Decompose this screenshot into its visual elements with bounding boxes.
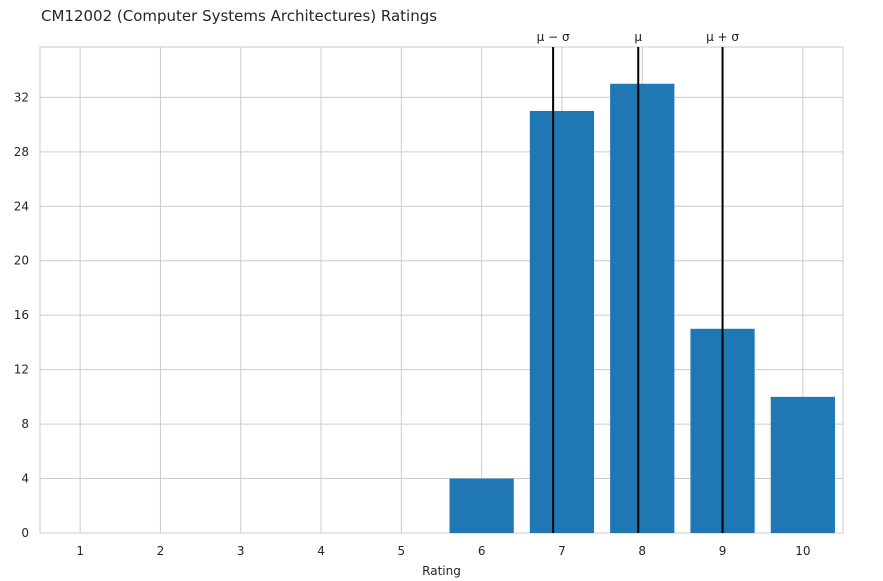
x-tick-label: 7 [558, 544, 566, 558]
x-tick-label: 10 [795, 544, 810, 558]
stat-line-label: μ [634, 30, 642, 44]
x-tick-label: 8 [638, 544, 646, 558]
chart-title: CM12002 (Computer Systems Architectures)… [41, 7, 437, 25]
y-tick-label: 0 [21, 526, 29, 540]
bar-rating-8 [610, 83, 675, 534]
y-tick-label: 4 [21, 472, 29, 486]
x-axis-label: Rating [422, 564, 461, 578]
stat-line-label: μ + σ [706, 30, 739, 44]
y-tick-label: 16 [14, 308, 29, 322]
x-tick-label: 4 [317, 544, 325, 558]
bar-rating-7 [529, 110, 595, 534]
stat-line-label: μ − σ [537, 30, 570, 44]
y-tick-label: 8 [21, 417, 29, 431]
bar-rating-6 [449, 478, 514, 533]
x-tick-label: 1 [76, 544, 84, 558]
stat-lines: μ − σ μ μ + σ [537, 30, 739, 533]
y-tick-label: 28 [14, 145, 29, 159]
x-tick-labels: 1 2 3 4 5 6 7 8 9 10 [76, 544, 810, 558]
bar-rating-10 [770, 396, 835, 533]
y-tick-label: 24 [14, 199, 29, 213]
y-tick-labels: 0 4 8 12 16 20 24 28 32 [14, 90, 29, 540]
x-tick-label: 5 [398, 544, 406, 558]
y-tick-label: 20 [14, 254, 29, 268]
y-tick-label: 12 [14, 363, 29, 377]
y-tick-label: 32 [14, 90, 29, 104]
x-tick-label: 9 [719, 544, 727, 558]
x-tick-label: 2 [157, 544, 165, 558]
x-tick-label: 3 [237, 544, 245, 558]
x-tick-label: 6 [478, 544, 486, 558]
